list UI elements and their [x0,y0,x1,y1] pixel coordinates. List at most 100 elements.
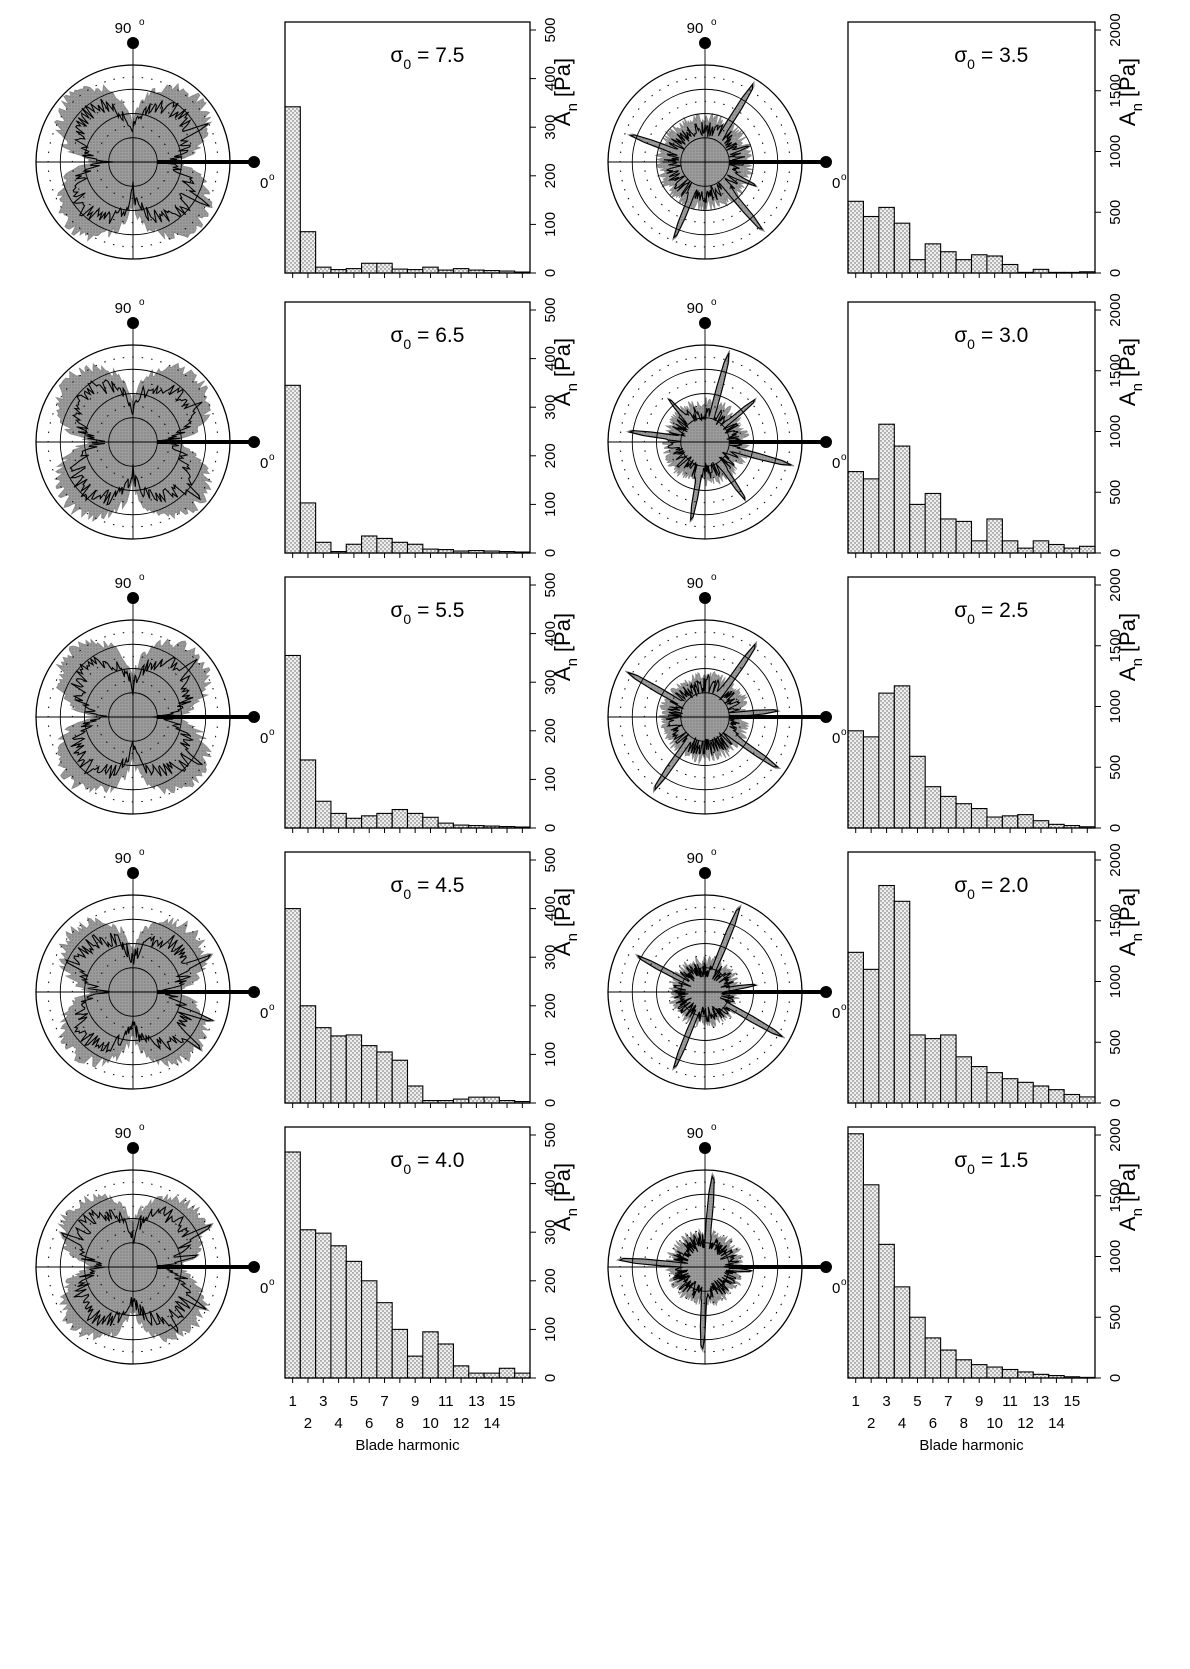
y-tick-label: 300 [542,395,559,420]
y-tick-label: 0 [542,824,559,832]
polar-shaded-region [634,904,786,1072]
bar-5 [909,1316,926,1379]
y-tick-label: 2000 [1107,568,1124,601]
sigma-value: = 4.0 [417,1149,464,1172]
sigma-symbol: σ [390,874,403,897]
bar-2 [299,759,317,829]
y-axis-label-unit: [Pa] [550,338,575,377]
bar-9 [406,543,424,554]
bar-12 [1017,1371,1034,1379]
polar-label-0-degree: o [269,172,275,183]
polar-reference-dot [248,156,260,168]
y-axis-label-sub: n [1129,1208,1146,1216]
bar-3 [315,1232,332,1379]
bar-12 [1017,547,1034,554]
bar-5 [345,543,363,554]
sigma-symbol: σ [390,1149,403,1172]
bar-4 [893,445,911,554]
polar-label-0: 0 [832,455,840,472]
bar-2 [862,968,880,1104]
sigma-subscript: 0 [403,886,411,902]
y-axis-label-sub: n [1129,933,1146,941]
sigma-value: = 5.5 [417,599,464,622]
y-tick-label: 500 [1107,755,1124,780]
bar-14 [1048,1089,1065,1104]
y-tick-label: 100 [542,767,559,792]
y-axis-label-unit: [Pa] [1115,58,1140,97]
bar-9 [406,1355,424,1379]
x-axis-label: Blade harmonic [355,1437,460,1454]
y-tick-label: 1500 [1107,1179,1124,1212]
bar-2 [299,1005,317,1104]
sigma-value: = 2.5 [981,599,1028,622]
sigma-subscript: 0 [403,1161,411,1177]
y-axis-label: An [Pa] [1115,338,1146,406]
y-tick-label: 500 [542,847,559,872]
bar-7 [940,795,957,829]
bar-4 [330,812,347,829]
sigma-label: σ0 = 4.5 [390,874,464,902]
x-tick-label-odd: 15 [1064,1393,1081,1410]
bar-2 [299,231,317,274]
sigma-label: σ0 = 5.5 [390,599,464,627]
sigma-label: σ0 = 6.5 [390,324,464,352]
polar-reference-dot [248,711,260,723]
y-tick-label: 200 [542,718,559,743]
polar-label-0: 0 [832,730,840,747]
y-axis-label-main: A [1115,391,1140,406]
bar-5 [909,503,926,554]
bar-4 [330,1245,347,1379]
polar-label-90: 90 [115,20,132,37]
bar-3 [878,692,895,829]
polar-label-0-degree: o [841,452,847,463]
bar-6 [361,815,378,829]
bar-3 [878,884,895,1104]
x-tick-label-odd: 1 [288,1393,296,1410]
bar-2 [299,1229,317,1379]
polar-top-dot [699,317,711,329]
bar-7 [376,1302,393,1379]
y-axis-label-main: A [550,941,575,956]
bar-14 [483,1372,500,1379]
bar-8 [391,808,409,829]
y-axis-label-main: A [1115,111,1140,126]
y-axis-label-unit: [Pa] [1115,613,1140,652]
bar-16 [1079,1096,1096,1104]
sigma-subscript: 0 [967,611,975,627]
bar-3 [315,1027,332,1104]
polar-label-90: 90 [115,850,132,867]
y-axis-label-sub: n [564,1208,581,1216]
bar-12 [452,268,470,274]
y-tick-label: 100 [542,1042,559,1067]
bar-2 [862,478,880,554]
bar-7 [940,518,957,554]
polar-label-90-degree: o [711,847,717,858]
y-tick-label: 200 [542,1268,559,1293]
x-tick-label-odd: 9 [975,1393,983,1410]
polar-label-90: 90 [687,20,704,37]
y-tick-label: 300 [542,670,559,695]
bar-7 [376,812,393,829]
y-axis-label-sub: n [1129,658,1146,666]
polar-top-dot [127,1142,139,1154]
polar-plot: 90 o0 o [35,572,275,815]
bar-frame [847,21,1096,274]
sigma-subscript: 0 [967,56,975,72]
y-axis-label-main: A [1115,1216,1140,1231]
y-axis-label: An [Pa] [550,613,581,681]
polar-label-0-degree: o [269,1002,275,1013]
bar-6 [924,1038,942,1104]
y-axis-label: An [Pa] [1115,58,1146,126]
x-tick-label-even: 8 [396,1415,404,1432]
x-tick-label-even: 4 [334,1415,342,1432]
y-axis-label-unit: [Pa] [550,888,575,927]
bar-7 [376,262,393,274]
polar-label-0-degree: o [841,172,847,183]
y-axis-label-unit: [Pa] [1115,1163,1140,1202]
